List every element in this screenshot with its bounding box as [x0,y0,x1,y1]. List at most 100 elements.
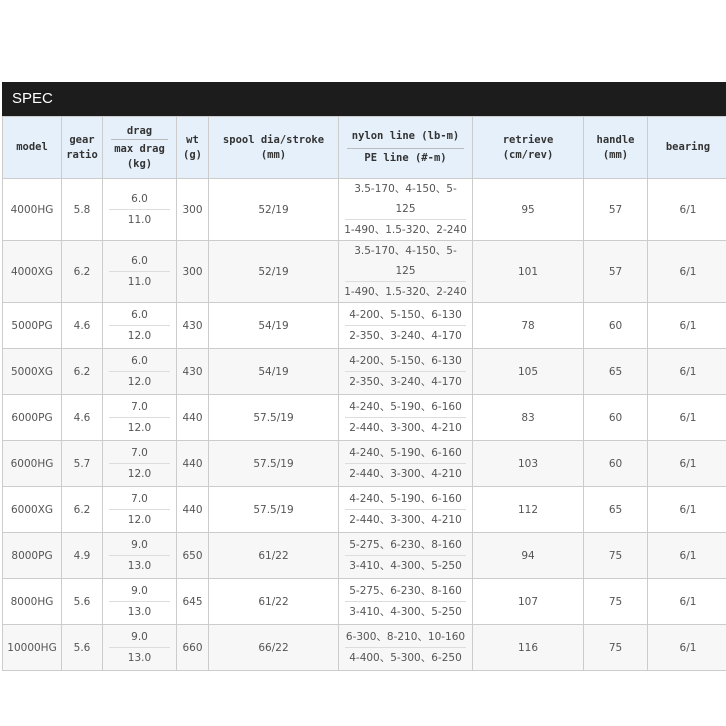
table-row: 5000PG 4.6 6.0 12.0 430 54/19 4-200、5-150、6-13… [2,302,726,349]
cell-line-capacity: 6-300、8-210、10-160 4-400、5-300、6-250 [338,624,473,671]
cell-pe: 3-410、4-300、5-250 [349,606,462,618]
cell-max_drag: 12.0 [127,514,152,526]
header-model: model [2,116,62,179]
cell-model: 6000PG [2,394,62,441]
cell-drag: 7.0 12.0 [102,440,177,487]
cell-retrieve: 95 [472,178,584,241]
cell-handle: 57 [583,240,648,303]
cell-nylon: 3.5-170、4-150、5-125 [345,241,466,282]
cell-bearing: 6/1 [647,394,726,441]
cell-retrieve: 112 [472,486,584,533]
cell-gear: 5.8 [61,178,103,241]
cell-drag: 7.0 12.0 [102,394,177,441]
cell-retrieve: 103 [472,440,584,487]
section-title: SPEC [2,82,726,116]
cell-drag: 6.0 [109,305,170,326]
cell-wt: 300 [176,240,209,303]
cell-drag: 9.0 [109,581,170,602]
cell-line-capacity: 5-275、6-230、8-160 3-410、4-300、5-250 [338,578,473,625]
cell-nylon: 5-275、6-230、8-160 [345,535,466,556]
cell-handle: 57 [583,178,648,241]
cell-pe: 1-490、1.5-320、2-240 [344,286,467,298]
header-row: model gear ratio drag max drag (kg) wt (g) s… [2,116,726,179]
cell-max_drag: 12.0 [127,376,152,388]
cell-nylon: 4-240、5-190、6-160 [345,397,466,418]
cell-handle: 60 [583,302,648,349]
cell-drag: 6.0 12.0 [102,348,177,395]
cell-spool: 52/19 [208,240,339,303]
cell-drag: 6.0 11.0 [102,240,177,303]
header-line: (cm/rev) [502,148,554,161]
cell-nylon: 4-240、5-190、6-160 [345,443,466,464]
cell-spool: 57.5/19 [208,486,339,533]
cell-wt: 430 [176,348,209,395]
cell-handle: 65 [583,348,648,395]
cell-handle: 65 [583,486,648,533]
header-line: ratio [66,148,98,161]
cell-nylon: 6-300、8-210、10-160 [345,627,466,648]
cell-max_drag: 12.0 [127,468,152,480]
header-retrieve: retrieve (cm/rev) [472,116,584,179]
cell-model: 10000HG [2,624,62,671]
cell-handle: 60 [583,394,648,441]
cell-wt: 440 [176,394,209,441]
cell-line-capacity: 4-240、5-190、6-160 2-440、3-300、4-210 [338,394,473,441]
cell-line-capacity: 3.5-170、4-150、5-125 1-490、1.5-320、2-240 [338,240,473,303]
cell-nylon: 4-200、5-150、6-130 [345,351,466,372]
cell-spool: 57.5/19 [208,394,339,441]
cell-max_drag: 13.0 [127,606,152,618]
table-row: 8000HG 5.6 9.0 13.0 645 61/22 5-275、6-230、8-16… [2,578,726,625]
cell-wt: 645 [176,578,209,625]
cell-bearing: 6/1 [647,302,726,349]
spec-section: SPEC model gear ratio drag max drag (kg) wt… [2,82,726,671]
cell-gear: 4.6 [61,394,103,441]
cell-gear: 5.7 [61,440,103,487]
cell-spool: 54/19 [208,348,339,395]
header-line: retrieve [502,133,554,146]
cell-gear: 6.2 [61,240,103,303]
table-row: 5000XG 6.2 6.0 12.0 430 54/19 4-200、5-150、6-13… [2,348,726,395]
cell-spool: 61/22 [208,578,339,625]
table-row: 4000HG 5.8 6.0 11.0 300 52/19 3.5-170、4-150、5-… [2,178,726,241]
cell-line-capacity: 4-240、5-190、6-160 2-440、3-300、4-210 [338,440,473,487]
cell-drag: 9.0 [109,627,170,648]
header-bearing: bearing [647,116,726,179]
cell-handle: 75 [583,578,648,625]
cell-pe: 2-440、3-300、4-210 [349,514,462,526]
cell-drag: 6.0 11.0 [102,178,177,241]
cell-max_drag: 13.0 [127,652,152,664]
cell-bearing: 6/1 [647,578,726,625]
cell-pe: 2-440、3-300、4-210 [349,468,462,480]
cell-line-capacity: 3.5-170、4-150、5-125 1-490、1.5-320、2-240 [338,178,473,241]
table-row: 4000XG 6.2 6.0 11.0 300 52/19 3.5-170、4-150、5-… [2,240,726,303]
cell-max_drag: 11.0 [127,276,152,288]
cell-model: 5000PG [2,302,62,349]
cell-wt: 650 [176,532,209,579]
cell-retrieve: 78 [472,302,584,349]
header-line-capacity: nylon line (lb-m) PE line (#-m) [338,116,473,179]
cell-bearing: 6/1 [647,178,726,241]
cell-gear: 4.9 [61,532,103,579]
table-row: 6000XG 6.2 7.0 12.0 440 57.5/19 4-240、5-190、6-… [2,486,726,533]
cell-model: 4000HG [2,178,62,241]
cell-gear: 6.2 [61,348,103,395]
cell-wt: 430 [176,302,209,349]
cell-drag: 9.0 [109,535,170,556]
cell-model: 5000XG [2,348,62,395]
cell-drag: 6.0 [109,351,170,372]
cell-drag: 7.0 [109,397,170,418]
cell-pe: 4-400、5-300、6-250 [349,652,462,664]
cell-drag: 6.0 12.0 [102,302,177,349]
cell-max_drag: 12.0 [127,330,152,342]
cell-retrieve: 83 [472,394,584,441]
cell-nylon: 5-275、6-230、8-160 [345,581,466,602]
cell-spool: 54/19 [208,302,339,349]
cell-drag: 7.0 [109,489,170,510]
cell-drag: 9.0 13.0 [102,578,177,625]
cell-retrieve: 101 [472,240,584,303]
cell-gear: 6.2 [61,486,103,533]
cell-spool: 61/22 [208,532,339,579]
cell-model: 8000HG [2,578,62,625]
header-line: spool dia/stroke [222,133,325,146]
table-row: 10000HG 5.6 9.0 13.0 660 66/22 6-300、8-210、10-… [2,624,726,671]
